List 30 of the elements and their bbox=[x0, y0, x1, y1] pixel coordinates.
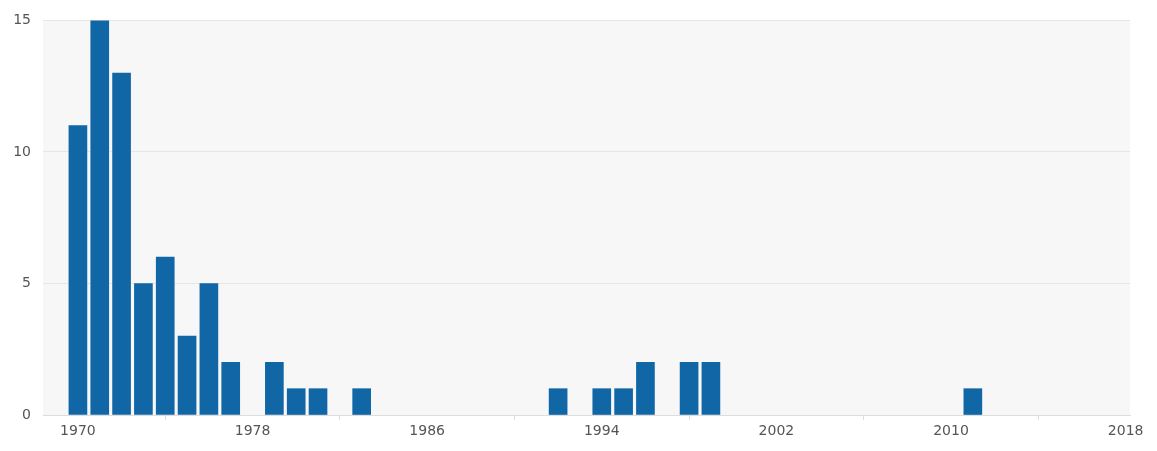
bar bbox=[548, 388, 568, 415]
bar bbox=[286, 388, 306, 415]
x-tick-label: 2018 bbox=[1107, 422, 1144, 439]
bar bbox=[199, 283, 219, 415]
bar bbox=[679, 362, 699, 415]
bar bbox=[68, 125, 88, 415]
bar bbox=[90, 20, 110, 415]
bar bbox=[155, 256, 175, 415]
bar bbox=[701, 362, 721, 415]
x-tick-label: 1978 bbox=[234, 422, 271, 439]
y-tick-label: 15 bbox=[13, 11, 31, 28]
bar bbox=[112, 72, 131, 415]
y-tick-label: 10 bbox=[13, 142, 31, 159]
x-tick-label: 1994 bbox=[583, 422, 620, 439]
bar bbox=[636, 362, 655, 415]
bar bbox=[134, 283, 153, 415]
x-tick-label: 2002 bbox=[758, 422, 795, 439]
y-tick-label: 5 bbox=[22, 274, 31, 291]
bar bbox=[177, 335, 197, 415]
x-tick-label: 2010 bbox=[933, 422, 969, 439]
bar bbox=[963, 388, 983, 415]
y-tick-label: 0 bbox=[22, 405, 31, 422]
x-tick-label: 1986 bbox=[409, 422, 446, 439]
bar bbox=[592, 388, 612, 415]
bar bbox=[265, 362, 284, 415]
x-tick-label: 1970 bbox=[60, 422, 96, 439]
bar bbox=[221, 362, 241, 415]
bar bbox=[308, 388, 328, 415]
bar bbox=[352, 388, 372, 415]
bar bbox=[614, 388, 633, 415]
